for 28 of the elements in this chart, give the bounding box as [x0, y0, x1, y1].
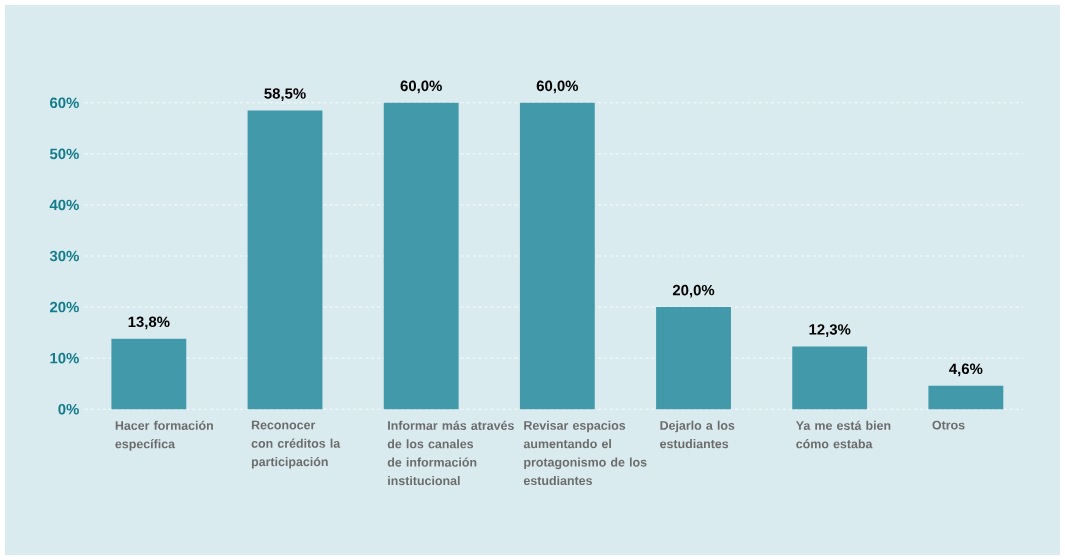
y-tick-label: 20%	[49, 301, 79, 313]
x-tick-label: Ya me está bien cómo estaba	[795, 420, 891, 449]
bar	[928, 385, 1004, 410]
x-tick-label: Hacer formación específica	[115, 420, 213, 451]
x-tick-label: Dejarlo a los estudiantes	[660, 420, 735, 449]
bar	[111, 338, 187, 410]
y-tick-label: 40%	[49, 199, 79, 211]
bar	[383, 102, 459, 410]
data-label: 4,6%	[949, 363, 983, 377]
bar	[519, 102, 595, 410]
x-tick-label: Otros	[932, 420, 965, 430]
x-tick-label: Informar más através de los canales de información institucional	[387, 420, 514, 486]
y-tick-label: 10%	[50, 352, 79, 364]
bar	[656, 307, 731, 410]
bar	[792, 346, 868, 410]
data-label: 60,0%	[536, 80, 579, 94]
data-label: 58,5%	[264, 88, 306, 101]
data-label: 20,0%	[672, 284, 715, 298]
y-tick-label: 50%	[49, 148, 79, 160]
y-tick-label: 60%	[50, 97, 79, 109]
y-tick-label: 30%	[49, 250, 79, 262]
x-tick-label: Revisar espacios aumentando el protagonismo de los estudiantes	[523, 420, 647, 486]
y-tick-label: 0%	[58, 403, 79, 415]
data-label: 12,3%	[809, 324, 851, 337]
x-tick-label: Reconocer con créditos la participación	[251, 420, 341, 469]
bar	[247, 110, 323, 410]
data-label: 60,0%	[400, 80, 442, 94]
data-label: 13,8%	[128, 316, 170, 330]
